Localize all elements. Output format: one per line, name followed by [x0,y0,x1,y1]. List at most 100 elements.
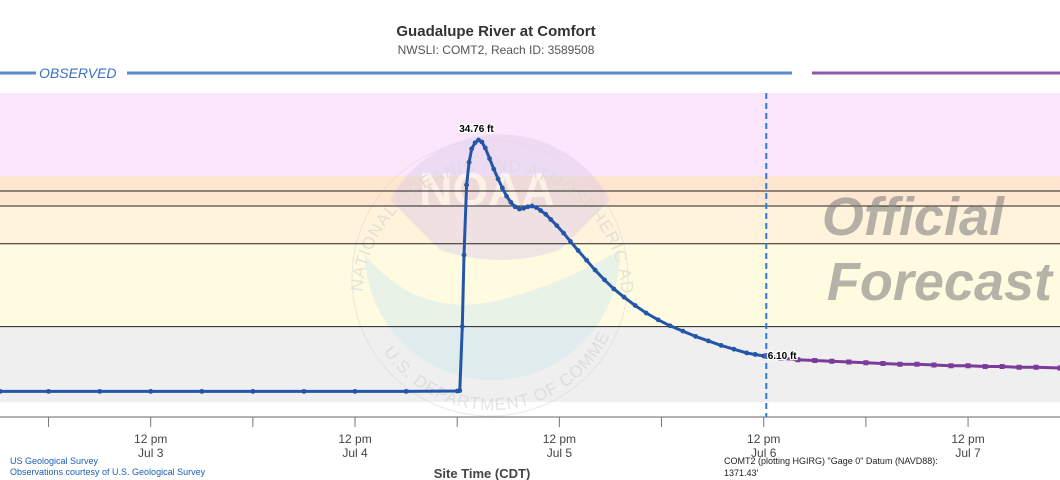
forecast-point [897,361,903,367]
observed-point [479,139,485,145]
observed-point [482,145,488,151]
x-tick-label-1: 12 pm [338,432,371,446]
official-watermark: Official [822,187,1005,247]
observed-point [548,217,554,222]
observed-point [464,182,469,188]
observed-point [461,252,467,258]
forecast-point [931,362,937,368]
observed-point [667,323,673,329]
x-tick-date-3: Jul 6 [751,446,777,460]
flood-band-2 [0,206,1060,244]
observed-point [499,185,505,191]
forecast-point [829,358,835,364]
observed-point [0,388,3,394]
observed-point [705,338,711,344]
observed-point [97,388,103,394]
observed-point [521,205,527,211]
chart-title: Guadalupe River at Comfort [396,23,595,40]
x-tick-date-0: Jul 3 [138,446,164,460]
observed-point [533,205,539,210]
x-tick-label-4: 12 pm [951,432,984,446]
forecast-point [999,364,1005,370]
seal-top [390,134,610,260]
observed-point [46,388,51,394]
value-label-1: 6.10 ft [768,351,798,362]
x-tick-date-2: Jul 5 [547,446,573,460]
observed-point [602,277,607,283]
datum-note-line2: 1371.43' [724,468,759,478]
observed-point [655,317,661,323]
x-tick-label-0: 12 pm [134,432,167,446]
flood-band-4 [0,93,1060,176]
forecast-point [982,364,988,370]
datum-note-line1: COMT2 (plotting HGIRG) "Gage 0" Datum (N… [724,456,938,466]
forecast-point [1057,365,1060,371]
observed-point [469,146,475,152]
observed-point [491,166,497,172]
series-line-forecast [766,354,1060,370]
observed-point [584,257,590,263]
forecast-point [778,355,784,361]
forecast-point [880,361,886,367]
observed-point [621,294,627,300]
observed-point [512,204,518,210]
observed-point [561,230,567,236]
x-tick-label-3: 12 pm [747,432,780,446]
forecast-point [863,360,869,366]
flood-band-1 [0,243,1060,327]
observed-point [538,208,544,213]
observed-point [543,211,549,217]
observed-point [472,140,478,146]
observed-point [199,388,205,394]
observed-point [148,388,154,394]
observed-point [508,199,514,205]
observed-point [568,239,573,244]
observed-point [352,388,358,394]
observed-point [504,193,509,199]
observed-point [693,333,698,339]
x-axis-title: Site Time (CDT) [434,466,531,480]
forecast-point [795,357,801,363]
observed-label: OBSERVED [39,65,117,81]
forecast-point [1033,364,1039,370]
observed-point [403,388,409,394]
observed-point [554,223,560,229]
x-tick-date-1: Jul 4 [342,446,368,460]
value-label-0: 34.76 ft [459,124,494,135]
annotations: 34.76 ft 6.10 ft [458,123,799,363]
forecast-point [914,361,920,367]
observed-point [718,343,724,348]
observed-point [643,310,649,316]
seal-bottom [365,250,621,381]
credit-usgs[interactable]: US Geological Survey [10,456,99,466]
observed-point [495,176,501,182]
observed-point [752,352,758,357]
observed-point [680,328,686,334]
observed-point [466,159,472,165]
observed-point [575,248,581,253]
observed-point [632,303,638,308]
observed-point [516,206,522,212]
observed-point [731,346,737,352]
forecast-point [1016,364,1022,370]
chart-subtitle: NWSLI: COMT2, Reach ID: 3589508 [398,43,595,57]
observed-point [250,388,256,394]
forecast-point [965,363,971,369]
forecast-point [846,359,852,365]
observed-point [459,324,465,329]
credit-observations[interactable]: Observations courtesy of U.S. Geological… [10,467,206,477]
observed-point [301,388,307,394]
observed-point [529,203,535,209]
observed-point [611,286,617,292]
observed-point [525,204,531,210]
forecast-point [948,363,954,369]
observed-point [487,156,492,161]
observed-point [744,350,750,356]
forecast-watermark: Forecast [827,252,1054,312]
x-tick-label-2: 12 pm [543,432,576,446]
seal-ring [351,139,629,417]
x-tick-date-4: Jul 7 [955,446,981,460]
observed-point [592,267,598,273]
